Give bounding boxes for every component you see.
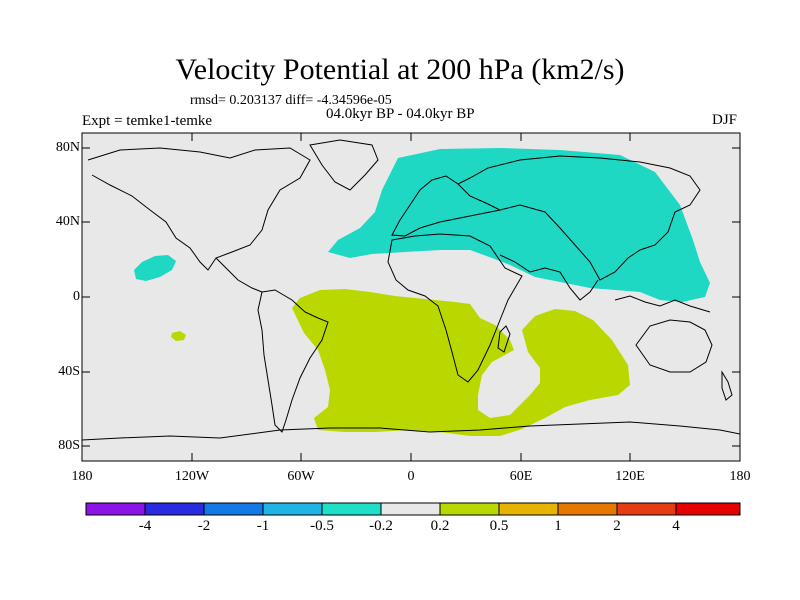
lon-label-60w: 60W xyxy=(287,469,315,484)
coastlines xyxy=(81,139,741,441)
colorbar-box-8 xyxy=(498,502,559,516)
colorbar-label-neg4: -4 xyxy=(138,518,152,534)
coastline-south-america xyxy=(257,289,329,433)
coastline-africa xyxy=(387,233,523,383)
colorbar-box-6 xyxy=(380,502,441,516)
coastline-arabia-india xyxy=(499,254,599,301)
colorbar-label-neg0-2: -0.2 xyxy=(369,518,393,534)
lat-ticks xyxy=(82,147,740,447)
positive-anomaly-region-south-atlantic xyxy=(292,289,630,436)
stats-text: rmsd= 0.203137 diff= -4.34596e-05 xyxy=(190,93,392,108)
colorbar-label-neg1: -1 xyxy=(256,518,270,534)
period-label: 04.0kyr BP - 04.0kyr BP xyxy=(326,106,475,122)
lat-label-80s: 80S xyxy=(58,438,80,453)
colorbar-box-7 xyxy=(439,502,500,516)
colorbar-label-neg2: -2 xyxy=(197,518,211,534)
experiment-label: Expt = temke1-temke xyxy=(82,113,213,129)
coastline-madagascar xyxy=(497,325,511,353)
coastline-north-america xyxy=(87,147,311,271)
colorbar-box-3 xyxy=(203,502,264,516)
lon-ticks xyxy=(81,133,741,461)
lon-label-0: 0 xyxy=(407,469,415,484)
lon-label-120e: 120E xyxy=(615,469,645,484)
colorbar-box-2 xyxy=(144,502,205,516)
colorbar-box-1 xyxy=(85,502,146,516)
colorbar-label-neg0-5: -0.5 xyxy=(310,518,334,534)
colorbar xyxy=(85,502,741,516)
lat-label-0: 0 xyxy=(73,289,80,304)
colorbar-box-5 xyxy=(321,502,382,516)
coastline-indonesia xyxy=(614,295,711,313)
colorbar-box-10 xyxy=(616,502,677,516)
season-label: DJF xyxy=(712,112,738,128)
colorbar-label-2: 2 xyxy=(613,518,621,534)
lon-label-180e: 180 xyxy=(729,469,751,484)
positive-anomaly-region-pacific xyxy=(171,331,186,341)
colorbar-label-0-2: 0.2 xyxy=(430,518,450,534)
lon-label-60e: 60E xyxy=(509,469,533,484)
colorbar-box-11 xyxy=(675,502,741,516)
coastline-australia xyxy=(635,319,713,373)
coastline-central-america xyxy=(215,257,263,293)
lon-label-120w: 120W xyxy=(174,469,210,484)
lat-label-40n: 40N xyxy=(55,214,80,229)
lat-label-40s: 40S xyxy=(58,364,80,379)
coastline-europe xyxy=(391,175,502,237)
coastline-new-zealand xyxy=(721,370,733,401)
coastline-asia xyxy=(457,155,701,281)
lon-label-180w: 180 xyxy=(71,469,93,484)
chart-title: Velocity Potential at 200 hPa (km2/s) xyxy=(175,53,625,86)
colorbar-label-1: 1 xyxy=(554,518,562,534)
coastline-antarctica xyxy=(81,421,741,441)
negative-anomaly-region-pacific xyxy=(134,255,176,281)
lat-label-80n: 80N xyxy=(55,140,80,155)
colorbar-box-9 xyxy=(557,502,618,516)
colorbar-label-0-5: 0.5 xyxy=(489,518,509,534)
colorbar-label-4: 4 xyxy=(672,518,680,534)
coastline-greenland xyxy=(309,139,379,191)
colorbar-box-4 xyxy=(262,502,323,516)
